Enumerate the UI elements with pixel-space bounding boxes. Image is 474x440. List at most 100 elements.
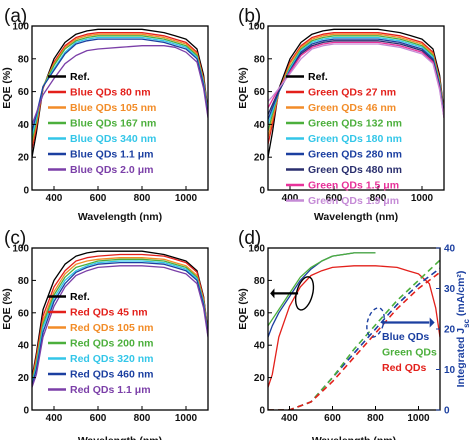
y-tick-label: 80 [254,276,266,287]
legend-label: Green QDs 480 nm [308,164,402,176]
x-tick-label: 800 [134,413,151,424]
legend-label: Green QDs 132 nm [308,118,402,130]
annotation-arrows [270,276,435,338]
x-axis-title: Wavelength (nm) [314,211,398,223]
legend-label: Red QDs 460 nm [70,369,153,381]
y-tick-label: 0 [23,406,29,417]
y-tick-label: 60 [254,308,266,319]
legend-label: Red QDs 1.1 μm [70,384,151,396]
x-tick-label: 600 [90,193,107,204]
y-tick-label: 20 [18,373,30,384]
legend-label: Green QDs 1.5 μm [308,180,399,192]
ellipse-right-marker [366,307,385,338]
series-line-red-qds [268,271,440,410]
x-tick-label: 1000 [175,193,198,204]
y-tick-label: 100 [12,22,29,33]
y2-axis-title: Integrated Jsc (mA/cm²) [455,271,471,388]
panel-a: (a) 400 600 800 1000 0 20 40 60 80 100 Wavelength (… [1,6,209,223]
x-axis-title: Wavelength (nm) [78,435,162,440]
series-line-ref- [268,28,444,158]
y-tick-label: 0 [259,186,265,197]
x-tick-label: 600 [90,413,107,424]
arrow-right-head [429,317,435,328]
y-tick-label: 100 [248,244,265,255]
legend-label: Red QDs [382,362,427,374]
series-line-green-qds-46-nm [268,33,444,138]
ellipse-left-marker [294,276,315,311]
legend-label: Blue QDs 105 nm [70,102,156,114]
y-tick-label: 60 [254,87,266,98]
legend-label: Blue QDs 340 nm [70,133,156,145]
series-line-red-qds [268,265,440,388]
y-tick-label: 80 [18,276,30,287]
legend-label: Green QDs 27 nm [308,87,396,99]
arrow-left-head [270,288,275,299]
y2-tick-label: 20 [444,325,456,336]
panel-label: (b) [238,6,261,27]
y-tick-label: 60 [18,87,30,98]
y-tick-label: 0 [259,406,265,417]
legend: Ref. Blue QDs 80 nm Blue QDs 105 nm Blue QD… [48,71,156,176]
x-tick-label: 400 [46,193,63,204]
legend-label: Blue QDs 1.1 μm [70,149,153,161]
series-group [32,28,208,158]
series-line-blue-qds [268,267,440,410]
y-axis-title: EQE (%) [237,67,249,108]
y-tick-label: 20 [254,373,266,384]
series-line-green-qds-1-9-m [268,43,444,118]
series-group [268,252,440,410]
legend: Blue QDs Green QDs Red QDs [382,331,437,374]
legend-label: Ref. [70,291,90,303]
y-tick-label: 80 [18,54,30,65]
x-tick-label: 800 [134,193,151,204]
y-axis-title: EQE (%) [1,67,13,108]
x-axis-title: Wavelength (nm) [312,435,396,440]
legend-label: Green QDs 280 nm [308,149,402,161]
legend-label: Green QDs 46 nm [308,102,396,114]
series-line-red-qds-105-nm [32,257,208,381]
series-line-green-qds [268,252,376,327]
plot-frame [31,247,209,411]
legend: Ref. Green QDs 27 nm Green QDs 46 nm Green … [286,71,402,207]
legend-label: Blue QDs 167 nm [70,118,156,130]
series-line-blue-qds-1-1-m [32,38,208,132]
panel-d: (d)400 600 800 1000020406080100010203040Int… [237,228,471,440]
series-line-red-qds-200-nm [32,258,208,383]
series-group [268,28,444,158]
legend-label: Ref. [308,71,328,83]
y2-tick-label: 40 [444,244,456,255]
x-tick-label: 400 [281,413,298,424]
series-line-red-qds-45-nm [32,253,208,380]
x-tick-label: 1000 [411,193,434,204]
y-tick-label: 60 [18,308,30,319]
y-tick-label: 0 [23,186,29,197]
y-tick-label: 40 [254,120,266,131]
legend-label: Red QDs 45 nm [70,307,148,319]
legend-label: Green QDs 180 nm [308,133,402,145]
y-tick-label: 100 [12,244,29,255]
x-tick-label: 1000 [175,413,198,424]
series-line-red-qds-1-1-m [32,265,208,388]
legend-label: Blue QDs 2.0 μm [70,164,153,176]
legend: Ref. Red QDs 45 nm Red QDs 105 nm Red QDs 2… [48,291,153,396]
panel-c: (c) 400 600 800 1000 0 20 40 60 80 100 Wavelength (… [1,228,209,440]
legend-label: Red QDs 320 nm [70,353,153,365]
y-tick-label: 80 [254,54,266,65]
series-line-green-qds [268,259,440,410]
y-tick-label: 100 [248,22,265,33]
legend-label: Red QDs 105 nm [70,322,153,334]
y-axis-title: EQE (%) [237,288,249,329]
legend-label: Red QDs 200 nm [70,338,153,350]
panel-label: (a) [4,6,27,27]
y-axis-title: EQE (%) [1,288,13,329]
x-tick-label: 400 [46,413,63,424]
y-tick-label: 40 [18,120,30,131]
series-line-blue-qds-2-0-m [32,45,208,125]
y2-tick-label: 0 [444,406,450,417]
y-tick-label: 20 [254,153,266,164]
plot-frame [31,25,209,191]
legend-label: Green QDs [382,347,437,359]
plot-frame [267,25,445,191]
y-tick-label: 40 [18,341,30,352]
panel-label: (d) [238,228,261,249]
